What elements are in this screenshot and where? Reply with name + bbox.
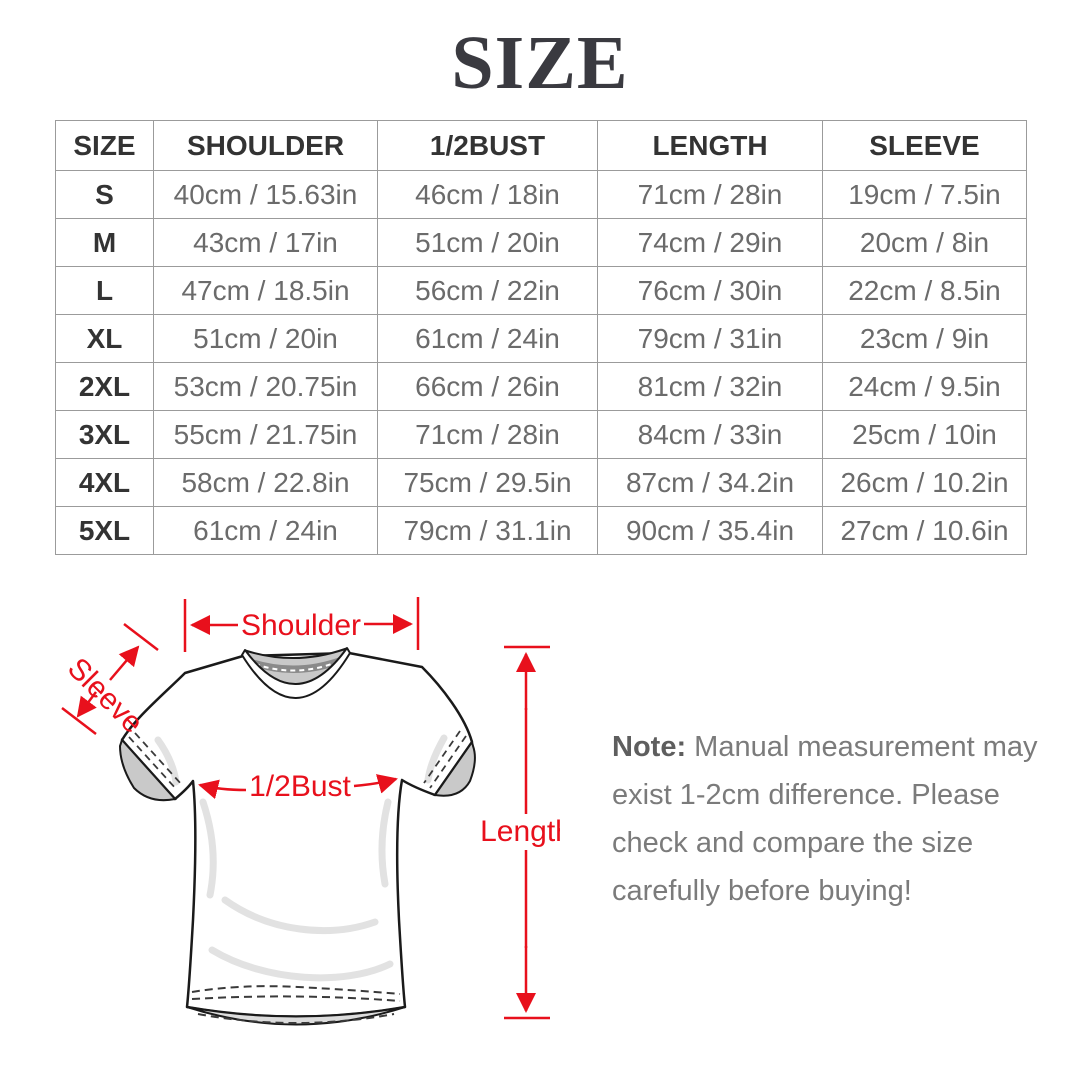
table-cell: 51cm / 20in	[377, 218, 598, 267]
column-header: SLEEVE	[822, 120, 1027, 171]
table-cell: 51cm / 20in	[153, 314, 378, 363]
table-cell: 84cm / 33in	[597, 410, 823, 459]
collar-rib	[241, 647, 351, 699]
note-line: exist 1-2cm difference. Please	[612, 779, 1000, 811]
hem-stitching	[191, 985, 401, 1002]
table-cell: 56cm / 22in	[377, 266, 598, 315]
table-cell: 79cm / 31.1in	[377, 506, 598, 555]
table-cell: 71cm / 28in	[597, 170, 823, 219]
table-cell: 53cm / 20.75in	[153, 362, 378, 411]
note-text: Note: Manual measurement may exist 1-2cm…	[612, 723, 1044, 915]
table-cell: 74cm / 29in	[597, 218, 823, 267]
table-row: 4XL 58cm / 22.8in 75cm / 29.5in 87cm / 34.2…	[55, 458, 1027, 507]
table-cell: 25cm / 10in	[822, 410, 1027, 459]
table-row: 3XL 55cm / 21.75in 71cm / 28in 84cm / 33in 2…	[55, 410, 1027, 459]
table-row: L 47cm / 18.5in 56cm / 22in 76cm / 30in 22cm…	[55, 266, 1027, 315]
table-row: M 43cm / 17in 51cm / 20in 74cm / 29in 20cm /…	[55, 218, 1027, 267]
table-cell: 20cm / 8in	[822, 218, 1027, 267]
table-cell: 19cm / 7.5in	[822, 170, 1027, 219]
left-cuff	[118, 738, 177, 802]
note-line-text: Manual measurement may	[686, 731, 1038, 763]
table-cell: 2XL	[55, 362, 154, 411]
table-cell: 81cm / 32in	[597, 362, 823, 411]
table-cell: 58cm / 22.8in	[153, 458, 378, 507]
table-cell: 23cm / 9in	[822, 314, 1027, 363]
table-cell: 24cm / 9.5in	[822, 362, 1027, 411]
length-measure	[504, 645, 550, 1020]
table-cell: 46cm / 18in	[377, 170, 598, 219]
table-cell: 47cm / 18.5in	[153, 266, 378, 315]
table-cell: S	[55, 170, 154, 219]
length-label: Length	[480, 815, 560, 848]
table-cell: M	[55, 218, 154, 267]
page-title: SIZE	[451, 21, 629, 105]
shoulder-label: Shoulder	[241, 609, 361, 642]
size-table: SIZE SHOULDER 1/2BUST LENGTH SLEEVE S 40cm / …	[55, 120, 1027, 555]
note-label: Note:	[612, 731, 687, 763]
table-cell: L	[55, 266, 154, 315]
half-bust-label: 1/2Bust	[249, 770, 351, 803]
table-cell: 27cm / 10.6in	[822, 506, 1027, 555]
table-row: S 40cm / 15.63in 46cm / 18in 71cm / 28in 19c…	[55, 170, 1027, 219]
table-cell: 79cm / 31in	[597, 314, 823, 363]
table-cell: 75cm / 29.5in	[377, 458, 598, 507]
sleeve-measure	[61, 623, 159, 735]
table-row: 5XL 61cm / 24in 79cm / 31.1in 90cm / 35.4in…	[55, 506, 1027, 555]
column-header: 1/2BUST	[377, 120, 598, 171]
size-table-body: S 40cm / 15.63in 46cm / 18in 71cm / 28in 19c…	[55, 170, 1027, 555]
table-row: XL 51cm / 20in 61cm / 24in 79cm / 31in 23cm …	[55, 314, 1027, 363]
shoulder-measure	[183, 597, 420, 652]
column-header: SHOULDER	[153, 120, 378, 171]
tshirt-body	[120, 651, 474, 1018]
column-header: LENGTH	[597, 120, 823, 171]
collar-stitching	[254, 661, 338, 672]
table-cell: 76cm / 30in	[597, 266, 823, 315]
table-cell: 90cm / 35.4in	[597, 506, 823, 555]
table-cell: 3XL	[55, 410, 154, 459]
table-cell: 4XL	[55, 458, 154, 507]
right-cuff	[433, 739, 476, 797]
note-line: Note: Manual measurement may	[612, 723, 1044, 771]
table-cell: 66cm / 26in	[377, 362, 598, 411]
table-cell: 71cm / 28in	[377, 410, 598, 459]
table-cell: 40cm / 15.63in	[153, 170, 378, 219]
table-header-row: SIZE SHOULDER 1/2BUST LENGTH SLEEVE	[55, 120, 1027, 171]
table-cell: 55cm / 21.75in	[153, 410, 378, 459]
note-line: check and compare the size	[612, 827, 974, 859]
tshirt-illustration	[118, 647, 476, 1026]
measurement-annotations	[61, 597, 550, 1020]
table-cell: 5XL	[55, 506, 154, 555]
size-table-header: SIZE SHOULDER 1/2BUST LENGTH SLEEVE	[55, 120, 1027, 171]
cuff-stitching	[128, 730, 467, 791]
column-header: SIZE	[55, 120, 154, 171]
sleeve-label: Sleeve	[61, 652, 149, 740]
tshirt-measurement-diagram: Shoulder Sleeve 1/2Bust Length	[61, 597, 560, 1026]
table-cell: 87cm / 34.2in	[597, 458, 823, 507]
table-cell: 61cm / 24in	[153, 506, 378, 555]
table-cell: 22cm / 8.5in	[822, 266, 1027, 315]
table-cell: XL	[55, 314, 154, 363]
table-cell: 43cm / 17in	[153, 218, 378, 267]
note-line: carefully before buying!	[612, 875, 912, 907]
half-bust-measure	[198, 774, 398, 800]
hem-underside-stitching	[197, 1013, 395, 1024]
wrinkle-shading	[154, 734, 448, 982]
table-cell: 26cm / 10.2in	[822, 458, 1027, 507]
table-row: 2XL 53cm / 20.75in 66cm / 26in 81cm / 32in 2…	[55, 362, 1027, 411]
table-cell: 61cm / 24in	[377, 314, 598, 363]
